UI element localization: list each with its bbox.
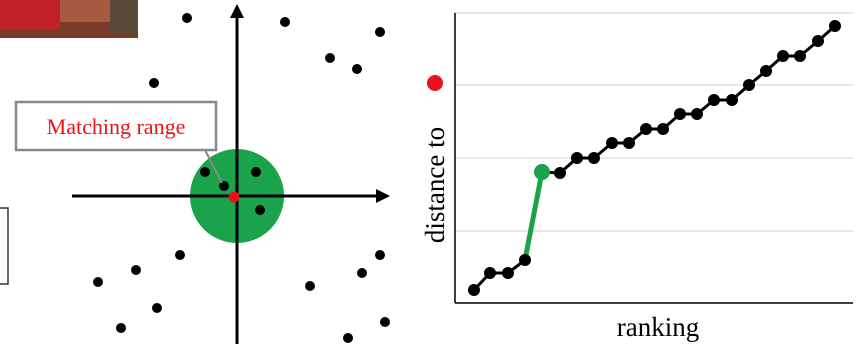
point (375, 27, 385, 37)
arrowhead (230, 4, 244, 18)
callout-label: Matching range (47, 114, 186, 139)
curve (474, 260, 525, 290)
point (149, 78, 159, 88)
point (175, 250, 185, 260)
jump-segment (525, 172, 542, 260)
point (182, 13, 192, 23)
y-axis-label: distance to (420, 127, 450, 243)
point (829, 20, 841, 32)
arrowhead (376, 189, 390, 203)
point (657, 123, 669, 135)
point (708, 94, 720, 106)
point (352, 64, 362, 74)
partial-box (0, 208, 8, 284)
point (325, 53, 335, 63)
point (93, 277, 103, 287)
figure: Matching range distance to rankin (0, 0, 861, 344)
photo-region (110, 0, 138, 34)
highlight-point (534, 164, 550, 180)
point (343, 333, 353, 343)
point (554, 167, 566, 179)
point (794, 50, 806, 62)
point (131, 265, 141, 275)
point (674, 108, 686, 120)
point (380, 317, 390, 327)
point (743, 79, 755, 91)
point (484, 267, 496, 279)
query-point (229, 192, 240, 203)
point (200, 167, 210, 177)
point (812, 35, 824, 47)
photo-region (60, 0, 110, 22)
point (468, 284, 480, 296)
point (375, 250, 385, 260)
point (255, 205, 265, 215)
point (152, 303, 162, 313)
curve (542, 26, 835, 173)
grid (455, 13, 853, 231)
point (571, 152, 583, 164)
point (691, 108, 703, 120)
x-axis-label: ranking (617, 312, 699, 342)
point (116, 323, 126, 333)
photo-region (0, 0, 60, 30)
point (588, 152, 600, 164)
point (305, 281, 315, 291)
point (357, 268, 367, 278)
photo-crop (0, 0, 138, 38)
point (502, 267, 514, 279)
y-label-dot (427, 75, 443, 91)
point (606, 137, 618, 149)
point (219, 181, 229, 191)
point (726, 94, 738, 106)
point (280, 17, 290, 27)
point (519, 254, 531, 266)
point (640, 123, 652, 135)
point (760, 65, 772, 77)
point (777, 50, 789, 62)
point (623, 137, 635, 149)
point (251, 167, 261, 177)
